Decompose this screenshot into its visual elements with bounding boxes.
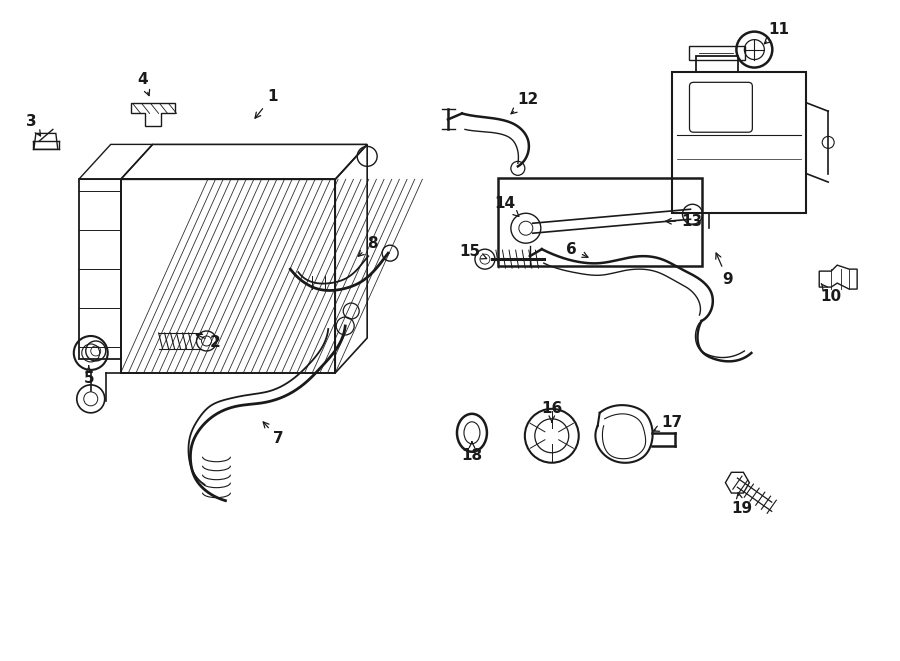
Bar <box>689 46 745 59</box>
Text: 12: 12 <box>511 92 538 114</box>
Text: 4: 4 <box>138 72 149 96</box>
Text: 7: 7 <box>263 422 284 446</box>
Text: 14: 14 <box>494 196 518 216</box>
Bar <box>498 178 703 266</box>
Text: 18: 18 <box>462 442 482 463</box>
Text: 16: 16 <box>541 401 562 422</box>
Text: 2: 2 <box>196 334 220 350</box>
Text: 8: 8 <box>358 236 377 256</box>
Text: 5: 5 <box>84 366 94 387</box>
Text: 11: 11 <box>764 22 790 44</box>
Bar <box>697 56 738 71</box>
Text: 17: 17 <box>653 415 682 431</box>
Text: 19: 19 <box>731 492 752 516</box>
Text: 3: 3 <box>25 114 40 136</box>
Text: 9: 9 <box>716 253 733 287</box>
Text: 1: 1 <box>255 89 277 118</box>
Text: 6: 6 <box>566 242 588 257</box>
Text: 10: 10 <box>821 284 842 303</box>
Bar <box>671 71 806 214</box>
Text: 13: 13 <box>666 214 702 229</box>
Text: 15: 15 <box>459 244 487 259</box>
